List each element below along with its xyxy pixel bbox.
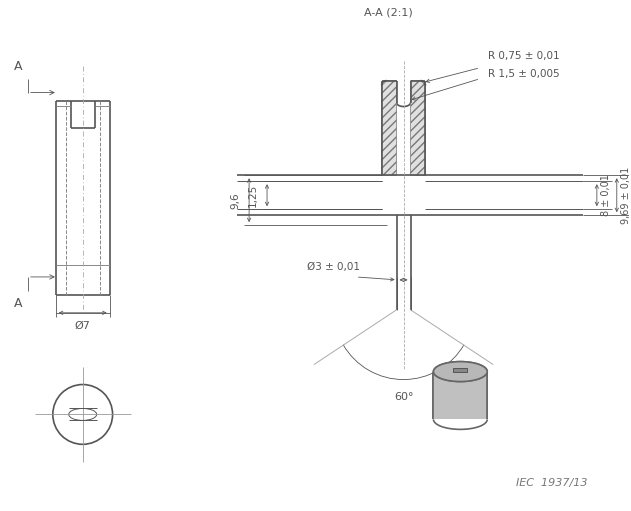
Polygon shape (411, 81, 425, 175)
Text: 1,25: 1,25 (248, 183, 258, 207)
Text: Ø3 ± 0,01: Ø3 ± 0,01 (307, 262, 360, 272)
Text: R 1,5 ± 0,005: R 1,5 ± 0,005 (488, 68, 560, 79)
Text: A: A (14, 60, 22, 73)
Polygon shape (382, 81, 396, 175)
Text: Ø7: Ø7 (74, 321, 91, 331)
Text: IEC  1937/13: IEC 1937/13 (516, 478, 588, 488)
Text: A: A (14, 297, 22, 310)
Text: A-A (2:1): A-A (2:1) (364, 8, 413, 18)
Text: 60°: 60° (394, 391, 413, 402)
Text: 9,6: 9,6 (230, 192, 240, 208)
Ellipse shape (433, 362, 487, 382)
Text: 8 ± 0,01: 8 ± 0,01 (601, 174, 611, 216)
Text: 9,69 ± 0,01: 9,69 ± 0,01 (621, 167, 631, 224)
Polygon shape (453, 367, 468, 371)
Text: R 0,75 ± 0,01: R 0,75 ± 0,01 (488, 51, 560, 61)
Polygon shape (433, 371, 487, 420)
Ellipse shape (433, 362, 487, 382)
